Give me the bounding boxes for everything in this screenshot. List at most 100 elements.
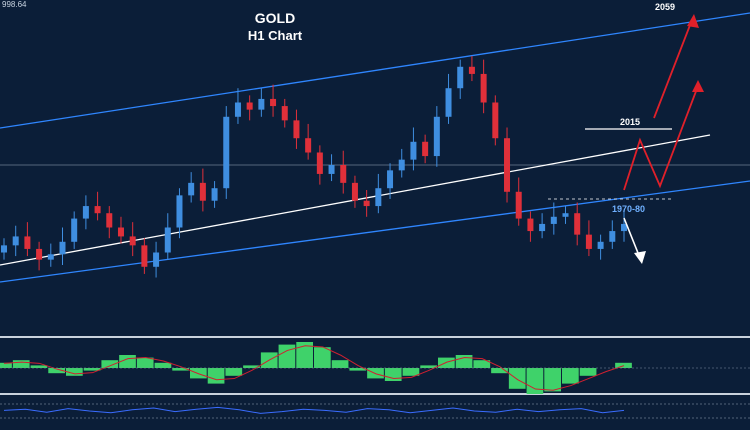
candle-body <box>457 66 464 89</box>
candle-body <box>47 254 54 260</box>
projection-down-path <box>623 217 641 259</box>
candle-body <box>1 245 7 253</box>
candle-body <box>562 213 569 217</box>
candle-body <box>445 88 452 117</box>
projection-up-path <box>623 85 699 191</box>
histogram-bar <box>101 360 119 368</box>
level-label-1970-80: 1970-80 <box>612 204 645 214</box>
histogram-bar <box>136 357 154 368</box>
candle-body <box>316 152 323 174</box>
histogram-bar <box>544 368 561 392</box>
candle-body <box>585 234 592 249</box>
histogram-bar <box>207 368 225 384</box>
histogram-bar <box>402 368 420 376</box>
candle-body <box>36 248 43 260</box>
candle-body <box>468 66 475 74</box>
candle-body <box>621 223 627 232</box>
candle-body <box>305 138 312 153</box>
channel-upper-line <box>0 12 750 129</box>
histogram-bar <box>562 368 579 384</box>
histogram-bar <box>0 362 12 368</box>
histogram-bar <box>48 368 65 374</box>
candle-body <box>234 102 241 117</box>
candle-body <box>246 102 253 110</box>
candle-body <box>328 165 335 174</box>
candle-body <box>340 165 347 183</box>
candle-body <box>153 252 160 267</box>
histogram-bar <box>384 368 402 381</box>
histogram-bar <box>172 368 189 371</box>
candle-body <box>398 159 405 171</box>
histogram-bar <box>331 360 349 368</box>
candle-body <box>597 241 604 249</box>
projection-up-arrowhead <box>692 80 704 92</box>
candle-body <box>550 216 557 224</box>
candle-body <box>433 116 440 157</box>
candle-body <box>59 241 66 255</box>
candle-body <box>515 191 522 219</box>
candle-body <box>281 106 288 121</box>
level-label-2015: 2015 <box>620 117 640 127</box>
candle-body <box>375 188 382 207</box>
candle-body <box>24 236 31 249</box>
histogram-bar <box>473 360 491 368</box>
candle-body <box>176 195 183 228</box>
histogram-bar <box>314 347 331 368</box>
candle-body <box>609 231 616 242</box>
candle-body <box>527 218 534 232</box>
histogram-bar <box>66 368 83 376</box>
candle-body <box>387 170 394 189</box>
candle-body <box>480 73 487 103</box>
histogram-bar <box>420 365 437 368</box>
candle-body <box>141 245 148 267</box>
candle-body <box>504 138 511 192</box>
candle-body <box>539 223 546 232</box>
candle-body <box>106 213 113 228</box>
candle-body <box>164 227 171 253</box>
chart-subtitle: H1 Chart <box>247 28 303 43</box>
candle-body <box>410 141 417 160</box>
histogram-bar <box>278 344 296 368</box>
candle-body <box>574 213 581 235</box>
channel-lower-line <box>0 180 750 283</box>
oscillator-line <box>3 406 625 414</box>
candle-body <box>492 102 499 139</box>
candle-body <box>117 227 124 237</box>
histogram-bar <box>491 368 508 374</box>
projection-up-long-arrowhead <box>687 14 699 28</box>
candle-body <box>258 98 265 110</box>
histogram-bar <box>243 365 260 368</box>
candle-body <box>211 188 218 201</box>
histogram-signal-line <box>3 345 625 391</box>
candle-body <box>71 218 78 242</box>
candle-body <box>293 120 300 139</box>
histogram-bar <box>579 368 597 376</box>
chart-title: GOLD <box>254 10 296 26</box>
candle-body <box>422 141 429 157</box>
histogram-bar <box>12 360 30 368</box>
histogram-bar <box>455 355 473 368</box>
candle-body <box>82 206 89 219</box>
candle-body <box>12 236 19 246</box>
histogram-bar <box>526 368 544 394</box>
candle-body <box>94 206 101 214</box>
histogram-bar <box>154 362 172 368</box>
candle-body <box>129 236 136 246</box>
histogram-bar <box>30 365 48 368</box>
candle-body <box>351 182 358 201</box>
price-scale-label: 998.64 <box>2 0 27 9</box>
histogram-bar <box>83 368 101 371</box>
level-label-2059: 2059 <box>655 2 675 12</box>
candle-body <box>188 182 195 196</box>
histogram-bar <box>508 368 526 389</box>
candle-body <box>270 98 277 107</box>
projection-down-arrowhead <box>634 251 646 264</box>
projection-up-long <box>653 19 693 119</box>
histogram-bar <box>225 368 243 376</box>
candle-body <box>363 200 370 207</box>
histogram-bar <box>349 368 367 371</box>
candle-body <box>199 182 206 201</box>
histogram-bar <box>296 342 313 368</box>
